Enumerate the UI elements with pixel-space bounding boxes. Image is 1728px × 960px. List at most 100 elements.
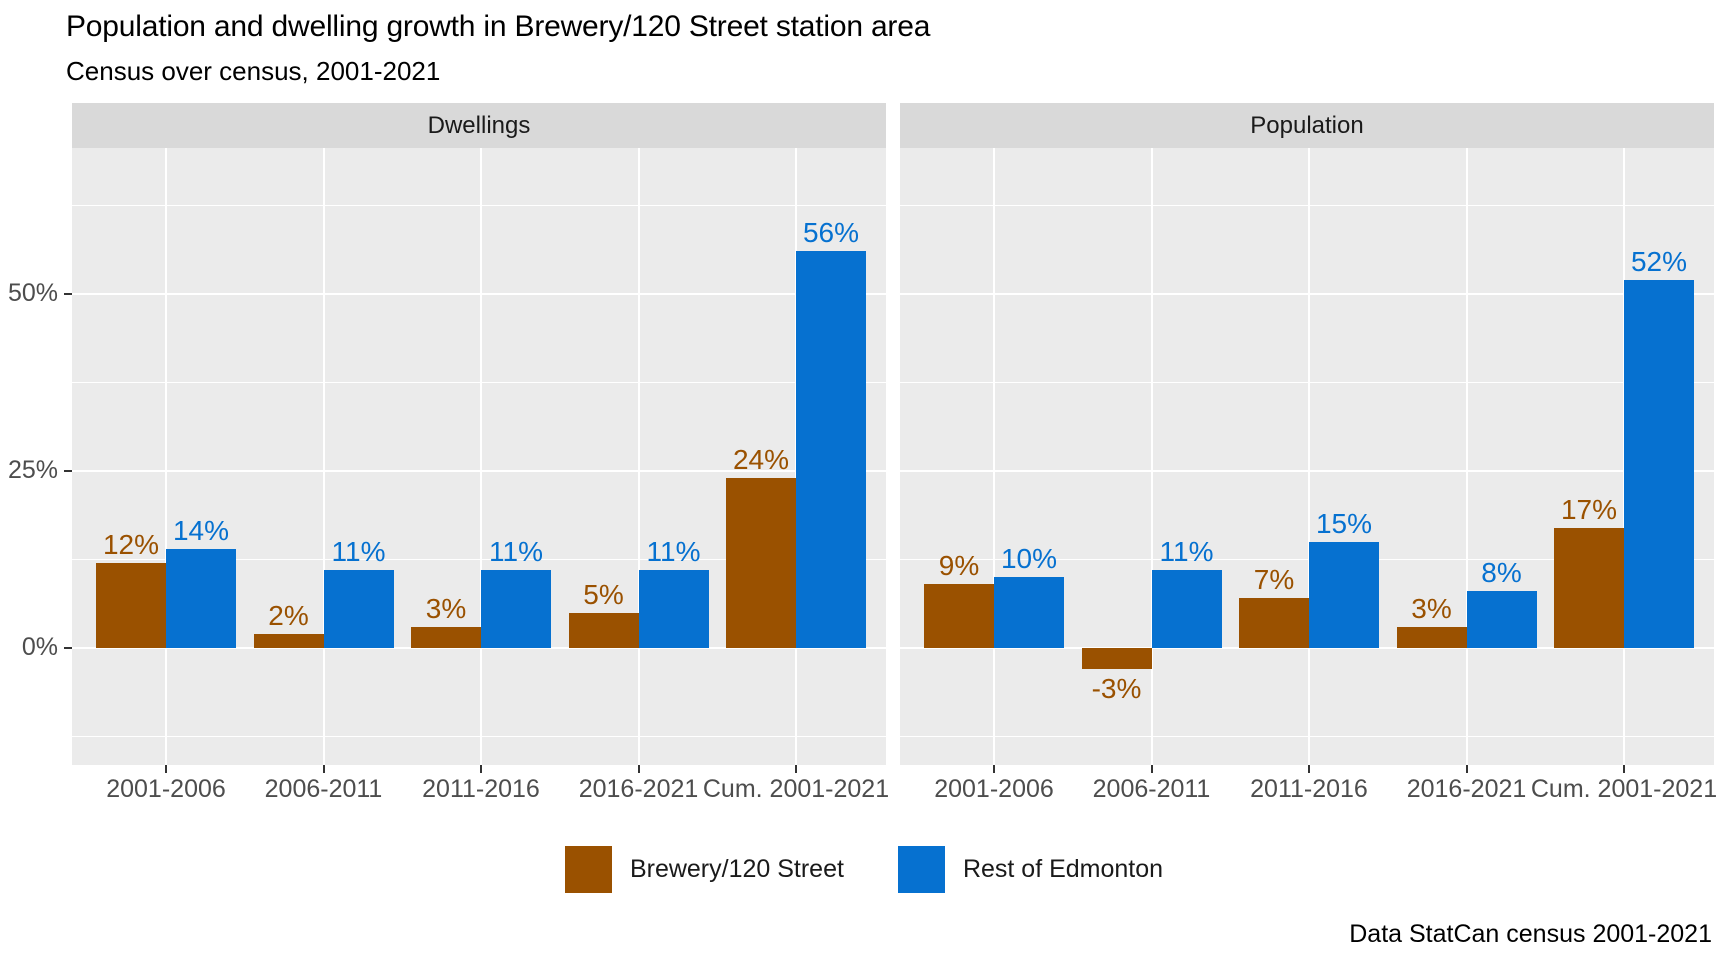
legend-swatch <box>897 845 945 893</box>
bar <box>638 570 709 648</box>
legend: Brewery/120 Street Rest of Edmonton <box>0 843 1728 895</box>
x-axis-tick <box>1623 765 1625 773</box>
bar-value-label: -3% <box>1091 673 1142 705</box>
legend-item: Brewery/120 Street <box>564 845 844 893</box>
chart-caption: Data StatCan census 2001-2021 <box>1349 920 1712 948</box>
bar-value-label: 11% <box>1159 536 1214 568</box>
gridline-minor <box>72 736 886 738</box>
x-axis-label: 2016-2021 <box>1406 775 1527 803</box>
bar <box>166 548 236 648</box>
bar-value-label: 24% <box>732 444 790 475</box>
facet-strip-label: Population <box>1250 111 1364 139</box>
y-axis-tick <box>64 469 72 472</box>
bar <box>1466 591 1537 648</box>
legend-label: Rest of Edmonton <box>962 854 1164 883</box>
chart-subtitle: Census over census, 2001-2021 <box>66 56 441 86</box>
bar-value-label: 11% <box>331 536 386 568</box>
x-axis-tick <box>993 765 995 773</box>
gridline-major-vertical <box>1308 148 1310 765</box>
x-axis-label: 2006-2011 <box>264 775 383 803</box>
bar-value-label: 5% <box>583 578 624 610</box>
x-axis-label: Cum. 2001-2021 <box>1530 775 1718 803</box>
bar-value-label: 17% <box>1560 493 1618 525</box>
x-axis-label: 2016-2021 <box>578 775 699 803</box>
bar-value-label: 7% <box>1253 564 1295 596</box>
bar-value-label: 8% <box>1481 557 1522 589</box>
gridline-major <box>900 292 1714 295</box>
bar-value-label: 11% <box>646 536 701 568</box>
bar-value-label: 12% <box>102 529 160 560</box>
bar-value-label: 3% <box>425 592 467 624</box>
x-axis-tick <box>1308 765 1310 773</box>
gridline-minor <box>72 558 886 560</box>
x-axis-tick <box>480 765 482 773</box>
bar-value-label: 11% <box>489 536 543 568</box>
bar <box>1396 626 1467 648</box>
bar <box>924 584 994 648</box>
bar-value-label: 14% <box>172 514 230 546</box>
gridline-minor <box>900 381 1714 383</box>
y-axis-label: 0% <box>21 633 58 661</box>
facet-strip: Population <box>900 103 1714 148</box>
x-axis-label: Cum. 2001-2021 <box>702 775 890 803</box>
bar <box>481 570 551 648</box>
bar <box>1309 541 1379 648</box>
legend-swatch <box>564 845 612 893</box>
bar-value-label: 52% <box>1630 245 1688 277</box>
bar <box>253 633 324 648</box>
gridline-minor <box>900 204 1714 206</box>
x-axis-label: 2006-2011 <box>1092 775 1211 803</box>
legend-item: Rest of Edmonton <box>897 845 1164 893</box>
bar <box>1554 527 1624 648</box>
gridline-major <box>72 647 886 649</box>
gridline-major <box>900 469 1714 472</box>
gridline-major <box>72 292 886 295</box>
chart-title: Population and dwelling growth in Brewer… <box>66 10 931 43</box>
bar <box>1151 570 1222 648</box>
gridline-minor <box>900 558 1714 560</box>
gridline-major-vertical <box>165 148 167 765</box>
x-axis-label: 2001-2006 <box>934 775 1054 803</box>
bar-value-label: 2% <box>268 599 309 631</box>
facet-strip-label: Dwellings <box>427 111 531 139</box>
y-axis-label: 50% <box>7 278 58 307</box>
gridline-major-vertical <box>993 148 995 765</box>
y-axis-tick <box>64 647 72 649</box>
bar-value-label: 3% <box>1411 592 1452 624</box>
x-axis-tick <box>637 765 640 773</box>
x-axis-tick <box>165 765 167 773</box>
legend-label: Brewery/120 Street <box>629 854 844 883</box>
bar <box>1624 279 1694 648</box>
bar <box>323 570 394 648</box>
gridline-minor <box>900 736 1714 738</box>
x-axis-tick <box>322 765 325 773</box>
gridline-major-vertical <box>480 148 482 765</box>
x-axis-label: 2011-2016 <box>422 775 540 803</box>
bar-value-label: 15% <box>1315 507 1373 539</box>
bar <box>726 478 796 648</box>
x-axis-tick <box>1150 765 1153 773</box>
bar-value-label: 56% <box>802 217 860 249</box>
gridline-minor <box>72 204 886 206</box>
gridline-major-vertical <box>322 148 325 765</box>
x-axis-label: 2011-2016 <box>1250 775 1368 803</box>
x-axis-label: 2001-2006 <box>106 775 226 803</box>
facet-panel: 12% 2% 3% 5% 24% 14% 11% 11% 11% 56% <box>72 148 886 765</box>
x-axis-tick <box>1465 765 1468 773</box>
bar <box>1239 598 1309 648</box>
gridline-major <box>72 469 886 472</box>
gridline-major-vertical <box>637 148 640 765</box>
bar <box>796 251 866 648</box>
bar <box>994 577 1064 648</box>
bar <box>1081 648 1152 670</box>
gridline-minor <box>72 381 886 383</box>
y-axis-tick <box>64 292 72 295</box>
bar <box>568 612 639 648</box>
gridline-major-vertical <box>1150 148 1153 765</box>
facet-panel: 9% -3% 7% 3% 17% 10% 11% 15% 8% 52% <box>900 148 1714 765</box>
facet-strip: Dwellings <box>72 103 886 148</box>
bar <box>411 626 481 648</box>
y-axis-label: 25% <box>7 455 58 484</box>
